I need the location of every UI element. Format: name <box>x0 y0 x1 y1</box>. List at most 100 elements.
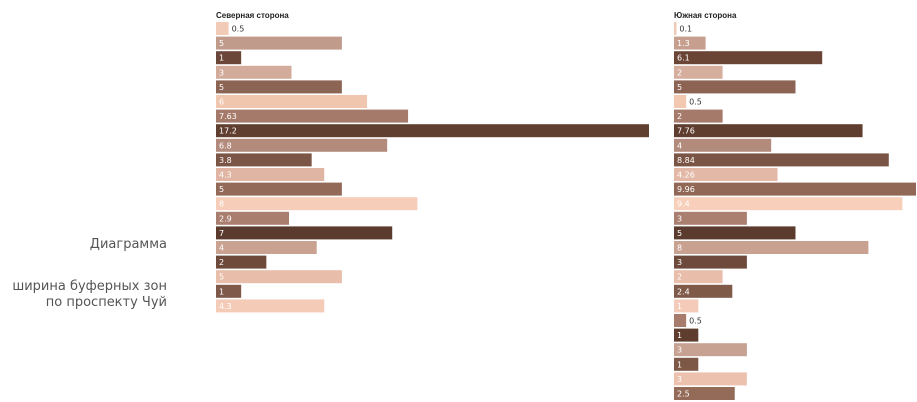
north-bar-label-9: 6.8 <box>219 141 232 150</box>
north-bar-2 <box>216 36 342 50</box>
north-bar-5 <box>216 80 342 94</box>
north-bar-14 <box>216 211 290 225</box>
south-bar-5 <box>674 80 796 94</box>
south-bar-23 <box>674 343 747 357</box>
south-bar-label-9: 4 <box>677 141 682 150</box>
south-bar-4 <box>674 65 723 79</box>
north-bar-label-8: 17.2 <box>219 127 237 136</box>
north-bar-label-18: 5 <box>219 273 224 282</box>
north-bar-label-17: 2 <box>219 258 224 267</box>
south-bar-label-15: 5 <box>677 229 682 238</box>
south-bar-label-17: 3 <box>677 258 682 267</box>
north-bar-17 <box>216 255 267 269</box>
north-bar-label-1: 0.5 <box>232 25 245 34</box>
south-bar-21 <box>674 314 687 327</box>
north-bar-label-7: 7.63 <box>219 112 237 121</box>
north-bar-label-20: 4.3 <box>219 302 232 311</box>
north-bar-label-16: 4 <box>219 244 224 253</box>
north-bar-18 <box>216 270 342 284</box>
south-bar-9 <box>674 138 772 152</box>
north-bar-label-4: 3 <box>219 68 224 77</box>
south-chart-title: Южная сторона <box>674 11 737 20</box>
north-bar-label-5: 5 <box>219 83 224 92</box>
south-bar-6 <box>674 95 687 108</box>
north-bar-19 <box>216 284 242 298</box>
north-bar-10 <box>216 153 312 167</box>
south-bar-label-22: 1 <box>677 331 682 340</box>
south-bar-17 <box>674 255 747 269</box>
south-bar-20 <box>674 299 699 313</box>
south-bar-10 <box>674 153 889 167</box>
south-bar-label-18: 2 <box>677 273 682 282</box>
north-bar-9 <box>216 138 388 152</box>
south-bar-19 <box>674 284 733 298</box>
north-bar-label-2: 5 <box>219 39 224 48</box>
north-bar-label-19: 1 <box>219 287 224 296</box>
diagram-caption-subtitle-line1: ширина буферных зон <box>12 279 167 294</box>
north-bar-label-11: 4.3 <box>219 171 232 180</box>
south-bar-25 <box>674 372 747 386</box>
south-bar-label-25: 3 <box>677 375 682 384</box>
south-bar-label-7: 2 <box>677 112 682 121</box>
south-bar-label-21: 0.5 <box>689 317 702 326</box>
north-bar-4 <box>216 65 292 79</box>
north-bar-15 <box>216 226 393 240</box>
south-bar-13 <box>674 197 903 211</box>
south-bar-8 <box>674 124 863 138</box>
north-bar-3 <box>216 51 242 65</box>
south-bar-label-23: 3 <box>677 346 682 355</box>
north-bar-1 <box>216 22 229 35</box>
south-bar-22 <box>674 328 699 342</box>
south-bar-label-11: 4.26 <box>677 171 695 180</box>
south-bar-label-26: 2.5 <box>677 390 690 399</box>
south-bar-24 <box>674 357 699 371</box>
north-bar-16 <box>216 241 317 254</box>
north-bar-label-15: 7 <box>219 229 224 238</box>
north-chart-title: Северная сторона <box>216 11 289 20</box>
south-bar-2 <box>674 36 706 50</box>
south-bar-label-8: 7.76 <box>677 127 695 136</box>
diagram-caption-subtitle: ширина буферных зон по проспекту Чуй <box>12 279 167 311</box>
south-side-chart: Южная сторона 0.1 1.3 6.1 2 5 0.5 2 7.76 4 8.84 4.… <box>674 10 917 402</box>
south-bar-label-2: 1.3 <box>677 39 690 48</box>
south-bar-label-10: 8.84 <box>677 156 695 165</box>
diagram-caption-subtitle-line2: по проспекту Чуй <box>45 295 167 310</box>
south-bar-11 <box>674 168 778 181</box>
south-bar-label-14: 3 <box>677 214 682 223</box>
north-bar-6 <box>216 95 368 108</box>
south-bar-label-3: 6.1 <box>677 54 690 63</box>
north-bar-11 <box>216 168 325 181</box>
north-bar-8 <box>216 124 649 138</box>
south-bar-18 <box>674 270 723 284</box>
south-bar-label-12: 9.96 <box>677 185 695 194</box>
north-side-chart: Северная сторона 0.5 5 1 3 5 6 7.63 17.2 6.8 3.8 4… <box>216 10 669 314</box>
south-bar-12 <box>674 182 916 196</box>
south-bar-7 <box>674 109 723 123</box>
north-bar-13 <box>216 197 418 211</box>
north-bar-label-3: 1 <box>219 54 224 63</box>
north-bar-label-10: 3.8 <box>219 156 232 165</box>
south-bar-label-19: 2.4 <box>677 287 690 296</box>
north-bar-7 <box>216 109 409 123</box>
south-bar-label-4: 2 <box>677 68 682 77</box>
north-bar-label-12: 5 <box>219 185 224 194</box>
north-bar-label-6: 6 <box>219 98 224 107</box>
diagram-caption-title: Диаграмма <box>89 237 167 252</box>
south-bar-label-20: 1 <box>677 302 682 311</box>
south-bar-label-5: 5 <box>677 83 682 92</box>
south-bar-label-13: 9.4 <box>677 200 690 209</box>
south-bar-16 <box>674 241 869 254</box>
north-bar-20 <box>216 299 325 313</box>
south-bar-14 <box>674 211 747 225</box>
north-bar-label-14: 2.9 <box>219 214 232 223</box>
south-bar-label-6: 0.5 <box>689 98 702 107</box>
south-bar-26 <box>674 387 735 400</box>
south-bar-label-24: 1 <box>677 360 682 369</box>
south-bars-svg: 0.1 1.3 6.1 2 5 0.5 2 7.76 4 8.84 4.26 9.96 9.4 3 5 8 3 2… <box>674 22 916 400</box>
south-bar-1 <box>674 22 677 35</box>
south-bar-label-16: 8 <box>677 244 682 253</box>
south-bar-3 <box>674 51 823 65</box>
south-bar-15 <box>674 226 796 240</box>
north-bar-label-13: 8 <box>219 200 224 209</box>
north-bar-12 <box>216 182 342 196</box>
